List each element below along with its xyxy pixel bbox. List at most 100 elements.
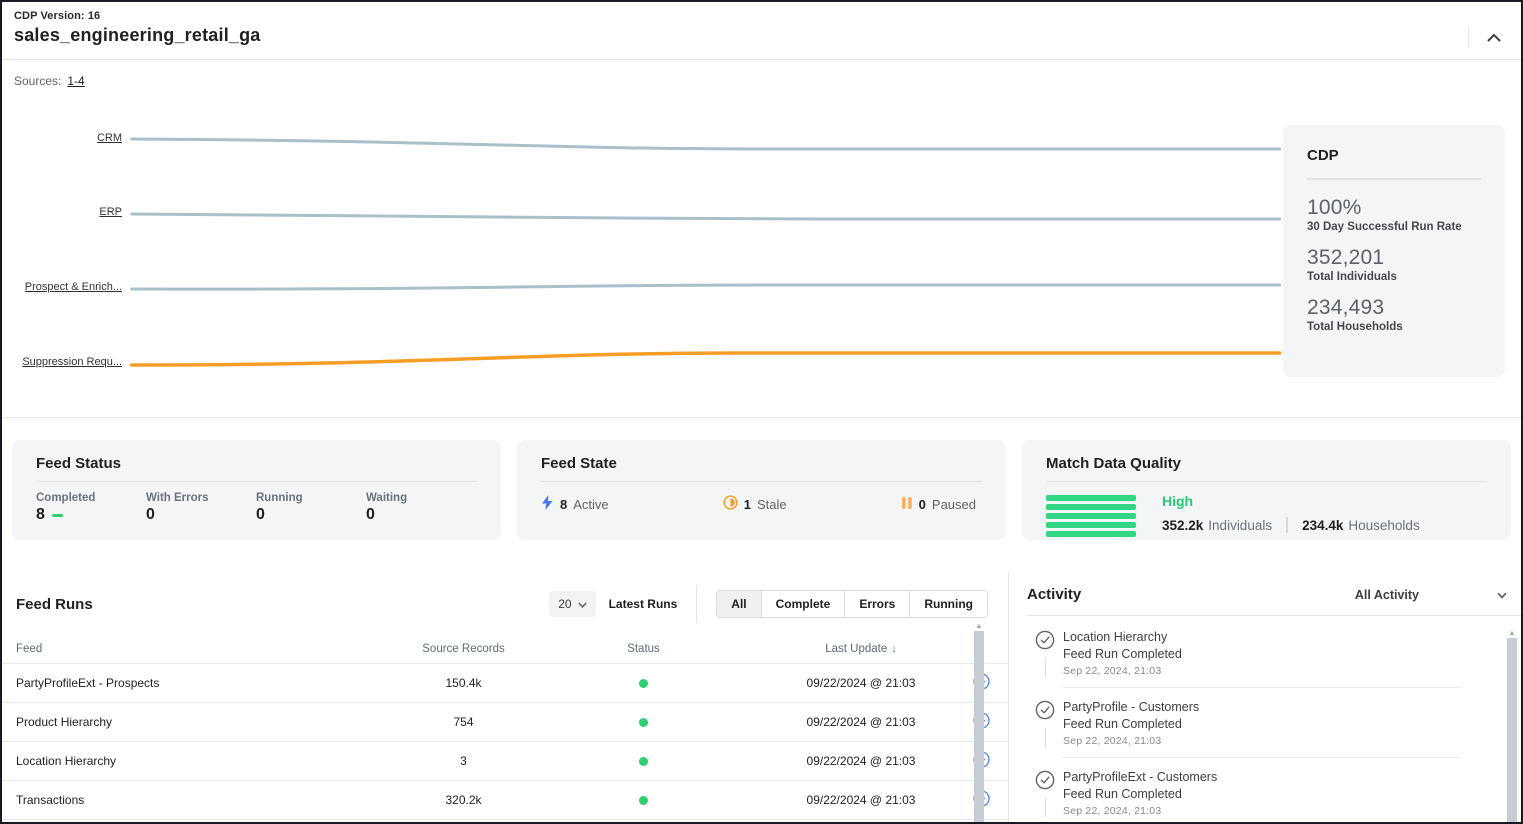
cdp-version-label: CDP Version: 16 [14, 10, 1507, 22]
sources-range-link[interactable]: 1-4 [67, 74, 84, 88]
last-update-value: 09/22/2024 @ 21:03 [761, 715, 961, 729]
run-rate-value: 100% [1307, 196, 1481, 220]
feed-runs-panel: Feed Runs 20 Latest Runs All Complete Er… [2, 572, 1009, 822]
scroll-up-icon: ▲ [1509, 630, 1516, 638]
individuals-count: 352.2k [1162, 518, 1203, 533]
cdp-panel-title: CDP [1307, 147, 1481, 164]
match-quality-title: Match Data Quality [1046, 455, 1487, 472]
total-households-value: 234,493 [1307, 296, 1481, 320]
source-records-value: 754 [401, 715, 526, 729]
source-link-suppression[interactable]: Suppression Requ... [2, 356, 122, 368]
activity-event: Feed Run Completed [1063, 717, 1461, 731]
activity-timestamp: Sep 22, 2024, 21:03 [1063, 735, 1461, 747]
feed-runs-title: Feed Runs [16, 596, 549, 613]
filter-complete-button[interactable]: Complete [762, 591, 846, 617]
stat-waiting: Waiting 0 [366, 492, 476, 524]
state-paused: 0 Paused [901, 495, 976, 513]
flow-line-suppression [132, 353, 1280, 365]
page-header: CDP Version: 16 sales_engineering_retail… [2, 2, 1521, 60]
source-link-crm[interactable]: CRM [2, 132, 122, 144]
col-source-records: Source Records [401, 643, 526, 655]
pause-icon [901, 496, 913, 513]
bottom-section: Feed Runs 20 Latest Runs All Complete Er… [2, 572, 1521, 822]
activity-panel: Activity All Activity [1009, 572, 1521, 822]
source-flow-diagram: CRM ERP Prospect & Enrich... Suppression… [2, 99, 1521, 417]
activity-event: Feed Run Completed [1063, 647, 1461, 661]
page-size-select[interactable]: 20 [549, 591, 595, 617]
households-count: 234.4k [1302, 518, 1343, 533]
stat-with-errors: With Errors 0 [146, 492, 256, 524]
table-row[interactable]: PartyProfileExt - Prospects 150.4k 09/22… [2, 664, 1008, 703]
activity-item: PartyProfileExt - Customers Feed Run Com… [1027, 768, 1521, 824]
flow-line-prospect [132, 285, 1280, 289]
activity-item: PartyProfile - Customers Feed Run Comple… [1027, 698, 1521, 757]
last-update-value: 09/22/2024 @ 21:03 [761, 793, 961, 807]
flow-line-crm [132, 139, 1280, 149]
status-complete-icon [639, 757, 648, 766]
check-circle-icon [1035, 770, 1055, 795]
sort-desc-icon: ↓ [891, 643, 897, 655]
filter-running-button[interactable]: Running [910, 591, 987, 617]
scrollbar-thumb[interactable] [1507, 638, 1517, 822]
activity-timestamp: Sep 22, 2024, 21:03 [1063, 665, 1461, 677]
activity-feed-name: PartyProfile - Customers [1063, 700, 1461, 714]
col-status: Status [526, 643, 761, 655]
filter-errors-button[interactable]: Errors [845, 591, 910, 617]
feed-status-card: Feed Status Completed 8 With Errors 0 Ru… [12, 440, 501, 540]
scrollbar-thumb[interactable] [974, 631, 984, 822]
sources-label: Sources: [14, 74, 61, 88]
total-individuals-label: Total Individuals [1307, 271, 1481, 283]
flow-line-erp [132, 214, 1280, 219]
collapse-panel-button[interactable] [1483, 26, 1505, 48]
run-rate-label: 30 Day Successful Run Rate [1307, 221, 1481, 233]
source-link-erp[interactable]: ERP [2, 206, 122, 218]
activity-filter-select[interactable]: All Activity [1355, 588, 1507, 602]
feed-name: Product Hierarchy [16, 715, 401, 729]
feed-state-card: Feed State 8 Active 1 Stale [517, 440, 1006, 540]
total-households-label: Total Households [1307, 321, 1481, 333]
activity-title: Activity [1027, 586, 1355, 603]
source-records-value: 150.4k [401, 676, 526, 690]
status-complete-icon [639, 718, 648, 727]
scroll-up-icon: ▲ [976, 623, 983, 631]
quality-bars-icon [1046, 493, 1136, 537]
feed-name: Location Hierarchy [16, 754, 401, 768]
filter-all-button[interactable]: All [717, 591, 761, 617]
source-records-value: 320.2k [401, 793, 526, 807]
last-update-value: 09/22/2024 @ 21:03 [761, 676, 961, 690]
feed-runs-scrollbar[interactable]: ▲ [974, 623, 984, 822]
table-row[interactable]: Location Hierarchy 3 09/22/2024 @ 21:03 [2, 742, 1008, 781]
table-row[interactable]: Product Hierarchy 754 09/22/2024 @ 21:03 [2, 703, 1008, 742]
status-complete-icon [639, 679, 648, 688]
completed-indicator-icon [52, 514, 63, 517]
chevron-down-icon [1497, 588, 1507, 602]
feed-state-title: Feed State [541, 455, 982, 472]
feed-name: Transactions [16, 793, 401, 807]
status-complete-icon [639, 796, 648, 805]
col-last-update[interactable]: Last Update↓ [761, 643, 961, 655]
sources-row: Sources: 1-4 [2, 60, 1521, 99]
cdp-summary-panel: CDP 100% 30 Day Successful Run Rate 352,… [1283, 125, 1505, 377]
individuals-label: Individuals [1208, 518, 1272, 533]
header-divider [1468, 26, 1469, 48]
feed-status-title: Feed Status [36, 455, 477, 472]
check-circle-icon [1035, 700, 1055, 725]
quality-rating: High [1162, 493, 1420, 509]
source-link-prospect-enrich[interactable]: Prospect & Enrich... [2, 281, 122, 293]
activity-timestamp: Sep 22, 2024, 21:03 [1063, 805, 1461, 817]
feed-name: PartyProfileExt - Prospects [16, 676, 401, 690]
source-records-value: 3 [401, 754, 526, 768]
stat-completed: Completed 8 [36, 492, 146, 524]
feed-runs-table-header: Feed Source Records Status Last Update↓ [2, 634, 1008, 664]
chevron-up-icon [1487, 30, 1501, 45]
match-data-quality-card: Match Data Quality High 352.2k Individua… [1022, 440, 1511, 540]
activity-feed-name: Location Hierarchy [1063, 630, 1461, 644]
check-circle-icon [1035, 630, 1055, 655]
activity-scrollbar[interactable]: ▲ [1507, 630, 1517, 822]
cdp-panel-divider [1307, 178, 1481, 180]
table-row[interactable]: Transactions 320.2k 09/22/2024 @ 21:03 [2, 781, 1008, 820]
latest-runs-label: Latest Runs [609, 597, 678, 611]
last-update-value: 09/22/2024 @ 21:03 [761, 754, 961, 768]
stale-clock-icon [723, 495, 738, 513]
households-label: Households [1348, 518, 1419, 533]
